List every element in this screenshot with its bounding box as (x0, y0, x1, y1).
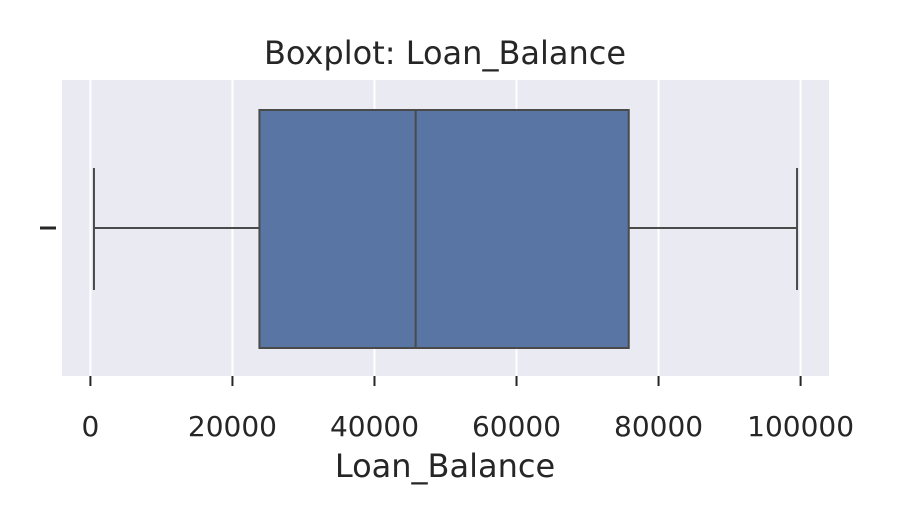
x-tick-label: 0 (81, 410, 99, 443)
box-group (92, 109, 799, 349)
x-axis-ticks: 0 20000 40000 60000 80000 100000 (81, 376, 854, 443)
x-axis-label: Loan_Balance (335, 447, 555, 485)
iqr-box (258, 109, 630, 349)
x-tick-label: 20000 (188, 410, 277, 443)
x-tick-label: 80000 (614, 410, 703, 443)
chart-title: Boxplot: Loan_Balance (264, 34, 626, 72)
x-tick-label: 40000 (330, 410, 419, 443)
x-tick-label: 60000 (472, 410, 561, 443)
x-tick-label: 100000 (747, 410, 854, 443)
